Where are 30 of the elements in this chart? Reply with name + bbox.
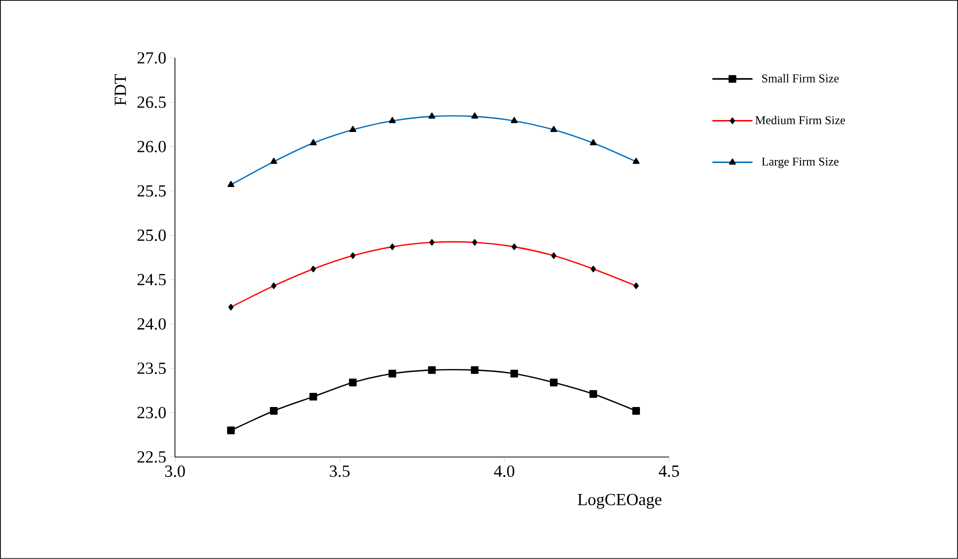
- y-tick-label: 25.0: [138, 230, 166, 242]
- y-tick-label: 26.0: [138, 140, 166, 152]
- point: [227, 426, 235, 434]
- point: [270, 407, 278, 415]
- x-tick-label: 3.0: [165, 466, 185, 478]
- legend-label: Large Firm Size: [762, 158, 839, 168]
- y-tick-label: 22.5: [138, 451, 166, 463]
- y-tick-label: 26.5: [138, 96, 166, 108]
- y-tick-label: 24.5: [138, 274, 166, 286]
- x-tick-label: 4.0: [494, 466, 514, 478]
- x-tick-label: 4.5: [658, 466, 679, 477]
- y-tick-label: 23.0: [138, 406, 166, 418]
- point: [632, 407, 640, 415]
- x-tick-label: 3.5: [330, 466, 350, 478]
- y-tick-label: 27.0: [138, 52, 166, 64]
- point: [589, 390, 598, 398]
- y-tick-label: 25.5: [138, 185, 166, 197]
- y-axis-title: FDT: [114, 74, 126, 106]
- y-tick-label: 24.0: [138, 318, 166, 330]
- point: [309, 392, 318, 401]
- y-tick-label: 23.5: [138, 362, 166, 374]
- point: [510, 370, 518, 378]
- x-axis-title: LogCEOage: [578, 494, 662, 509]
- point: [388, 370, 396, 378]
- point: [550, 378, 558, 386]
- point: [470, 366, 479, 374]
- point: [428, 366, 436, 374]
- point: [348, 378, 357, 386]
- legend-label: Small Firm Size: [762, 74, 839, 83]
- legend-label: Medium Firm Size: [755, 116, 846, 124]
